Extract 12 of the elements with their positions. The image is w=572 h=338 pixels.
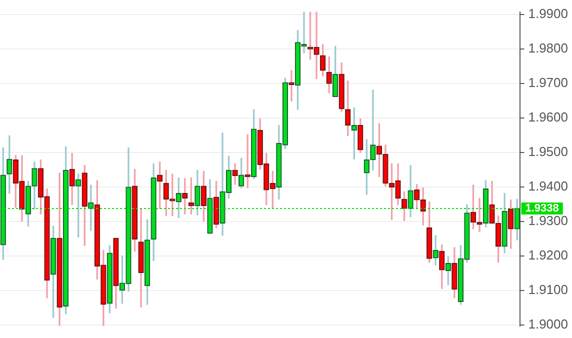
y-tick-label: 1.9400 <box>528 178 568 194</box>
y-tick-label: 1.9300 <box>528 213 568 228</box>
y-tick-label: 1.9100 <box>528 282 568 298</box>
candlestick <box>288 70 294 102</box>
y-tick-label: 1.9900 <box>528 6 568 22</box>
y-tick-label: 1.9700 <box>528 75 568 90</box>
y-tick-label: 1.9200 <box>528 248 568 263</box>
y-tick-label: 1.9500 <box>528 144 568 160</box>
y-tick-label: 1.9600 <box>528 110 568 125</box>
ref-line-label: 1.9338 <box>525 202 559 215</box>
y-tick-label: 1.9800 <box>528 40 568 56</box>
y-tick-label: 1.9000 <box>528 316 568 332</box>
